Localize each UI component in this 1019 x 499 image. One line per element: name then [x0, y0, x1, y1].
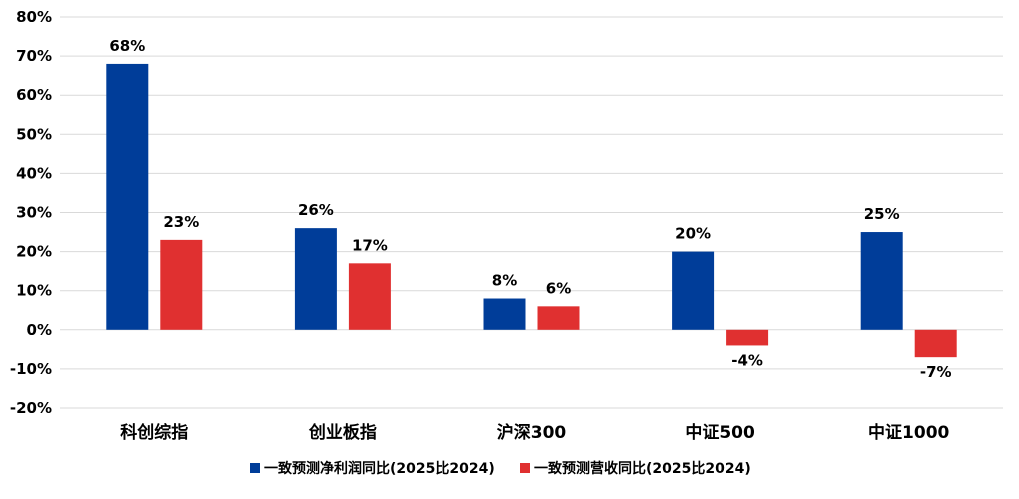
- y-tick-label: 80%: [16, 8, 52, 26]
- bar: [672, 251, 715, 330]
- y-tick-label: -10%: [10, 360, 52, 378]
- bar: [483, 298, 526, 330]
- x-category-label: 沪深300: [497, 422, 567, 443]
- y-tick-label: 10%: [16, 282, 52, 300]
- data-label: 20%: [675, 225, 711, 243]
- data-label: -7%: [920, 363, 952, 381]
- legend-swatch: [520, 463, 530, 473]
- x-category-label: 中证1000: [868, 422, 949, 443]
- data-label: 6%: [546, 279, 571, 297]
- bar: [160, 239, 203, 330]
- grid-layer: [60, 16, 1003, 409]
- bar: [914, 329, 957, 358]
- legend-label: 一致预测净利润同比(2025比2024): [264, 460, 495, 477]
- bars: [106, 63, 957, 358]
- legend-label: 一致预测营收同比(2025比2024): [534, 460, 751, 477]
- data-label: 68%: [109, 37, 145, 55]
- data-label: 26%: [298, 201, 334, 219]
- y-tick-label: 50%: [16, 125, 52, 143]
- data-label: 17%: [352, 236, 388, 254]
- y-tick-label: 20%: [16, 243, 52, 261]
- bar: [537, 306, 580, 330]
- y-axis-ticks: 80% 70% 60% 50% 40% 30% 20% 10% 0% -10% -20%: [10, 8, 52, 417]
- y-tick-label: 60%: [16, 86, 52, 104]
- y-tick-label: 70%: [16, 47, 52, 65]
- x-category-label: 创业板指: [308, 422, 377, 443]
- data-labels: 68% 23% 26% 17% 8% 6% 20% -4% 25% -7%: [109, 37, 951, 381]
- bar: [106, 63, 149, 330]
- x-category-label: 科创综指: [120, 422, 188, 443]
- data-label: -4%: [731, 351, 763, 369]
- x-category-label: 中证500: [685, 422, 755, 443]
- y-tick-label: -20%: [10, 399, 52, 417]
- data-label: 23%: [163, 213, 199, 231]
- y-tick-label: 0%: [27, 321, 52, 339]
- bar: [860, 232, 903, 330]
- bar: [294, 228, 337, 330]
- data-label: 8%: [492, 272, 517, 290]
- legend: 一致预测净利润同比(2025比2024) 一致预测营收同比(2025比2024): [250, 460, 751, 477]
- legend-swatch: [250, 463, 260, 473]
- y-tick-label: 30%: [16, 204, 52, 222]
- bar: [348, 263, 391, 330]
- y-tick-label: 40%: [16, 164, 52, 182]
- bar: [726, 329, 769, 346]
- x-axis-categories: 科创综指 创业板指 沪深300 中证500 中证1000: [120, 422, 949, 443]
- data-label: 25%: [864, 205, 900, 223]
